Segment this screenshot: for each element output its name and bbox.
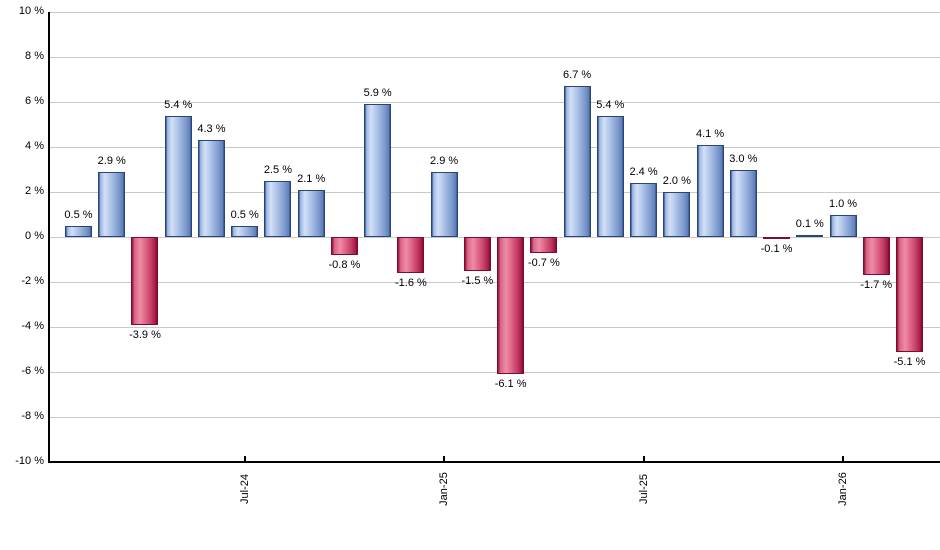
bar-value-label: 1.0 %	[828, 197, 858, 210]
bar-positive	[829, 214, 857, 237]
bar-value-label: 2.9 %	[97, 154, 126, 167]
x-tick-label-text: Jul-25	[637, 474, 650, 504]
bar-value-label: 0.5 %	[230, 208, 259, 221]
grid-line	[49, 416, 940, 418]
grid-line	[49, 101, 940, 103]
bar-negative	[763, 237, 791, 240]
x-tick-label: Jul-25	[636, 466, 652, 512]
y-tick-label: -10 %	[15, 455, 44, 467]
y-tick-label: 0 %	[25, 230, 44, 242]
bar-negative	[330, 237, 358, 255]
bar-positive	[197, 140, 225, 237]
bar-value-label: 2.4 %	[629, 166, 658, 178]
bar-value-label: -0.1 %	[760, 243, 793, 256]
bar-value-label: 2.9 %	[430, 154, 459, 167]
y-tick-label: -2 %	[21, 275, 44, 287]
x-tick-mark	[443, 456, 446, 462]
y-tick-label: 2 %	[25, 185, 44, 197]
y-axis-line	[48, 12, 50, 463]
x-tick-label-text: Jan-26	[837, 472, 850, 506]
y-tick-label: 6 %	[25, 95, 44, 107]
y-tick-label: 4 %	[25, 140, 44, 152]
bar-positive	[65, 225, 92, 237]
bar-value-label: -1.5 %	[461, 274, 494, 287]
bar-negative	[131, 237, 159, 325]
x-tick-label: Jul-24	[237, 466, 253, 512]
bar-value-label: -0.8 %	[328, 259, 361, 271]
x-tick-mark	[842, 456, 845, 462]
bar-positive	[696, 144, 724, 237]
bar-positive	[630, 183, 658, 237]
bar-positive	[563, 86, 591, 237]
y-tick-label: -4 %	[21, 320, 44, 332]
x-tick-label: Jan-26	[835, 466, 851, 512]
bar-value-label: 5.9 %	[363, 87, 392, 100]
bar-positive	[596, 115, 624, 237]
bar-negative	[862, 237, 890, 276]
y-tick-label: 8 %	[25, 50, 44, 62]
bar-positive	[663, 192, 691, 237]
bar-value-label: 6.7 %	[563, 69, 592, 82]
bar-value-label: 0.5 %	[64, 208, 93, 221]
y-tick-label: -6 %	[21, 365, 44, 377]
bar-positive	[297, 189, 325, 237]
bar-value-label: -1.6 %	[394, 277, 427, 289]
grid-line	[49, 56, 940, 58]
bar-negative	[397, 237, 425, 273]
x-tick-label: Jan-25	[436, 466, 452, 512]
x-tick-label-text: Jan-25	[438, 472, 451, 506]
grid-line	[49, 11, 940, 13]
grid-line	[49, 146, 940, 148]
bar-positive	[231, 225, 259, 237]
grid-line	[49, 191, 940, 193]
y-tick-label: 10 %	[18, 5, 44, 17]
bar-value-label: 4.1 %	[695, 127, 725, 140]
grid-line	[49, 236, 940, 238]
bar-value-label: -6.1 %	[494, 378, 527, 391]
bar-value-label: 2.1 %	[297, 172, 326, 185]
bar-negative	[530, 237, 558, 253]
bar-negative	[896, 237, 923, 352]
bar-positive	[264, 180, 292, 237]
bar-value-label: 5.4 %	[596, 98, 625, 111]
x-tick-mark	[642, 456, 645, 462]
grid-line	[49, 281, 940, 283]
x-tick-mark	[243, 456, 246, 462]
grid-line	[49, 371, 940, 373]
bar-positive	[164, 115, 192, 237]
bar-value-label: 4.3 %	[197, 123, 226, 136]
bar-value-label: 2.5 %	[263, 163, 293, 176]
bar-value-label: 3.0 %	[729, 152, 758, 165]
bar-value-label: -1.7 %	[860, 279, 893, 292]
bar-positive	[796, 234, 824, 237]
bar-value-label: 2.0 %	[662, 175, 691, 187]
bar-value-label: 0.1 %	[795, 217, 824, 230]
bar-value-label: -5.1 %	[893, 355, 926, 368]
bar-value-label: -0.7 %	[527, 256, 560, 269]
bar-positive	[364, 104, 392, 237]
bar-positive	[430, 171, 458, 237]
x-tick-label-text: Jul-24	[238, 474, 251, 504]
bar-negative	[497, 237, 525, 375]
y-tick-label: -8 %	[21, 410, 44, 422]
plot-area: 0.5 % 2.9 % -3.9 % 5.4 % 4.3 % 0.5 % 2.5 % 2.1 …	[49, 11, 940, 463]
bar-positive	[729, 169, 757, 237]
bar-value-label: 5.4 %	[164, 98, 193, 111]
bar-value-label: -3.9 %	[129, 328, 161, 341]
x-axis-line	[48, 461, 940, 463]
bar-negative	[463, 237, 491, 271]
bar-positive	[98, 171, 126, 237]
grid-line	[49, 326, 940, 328]
